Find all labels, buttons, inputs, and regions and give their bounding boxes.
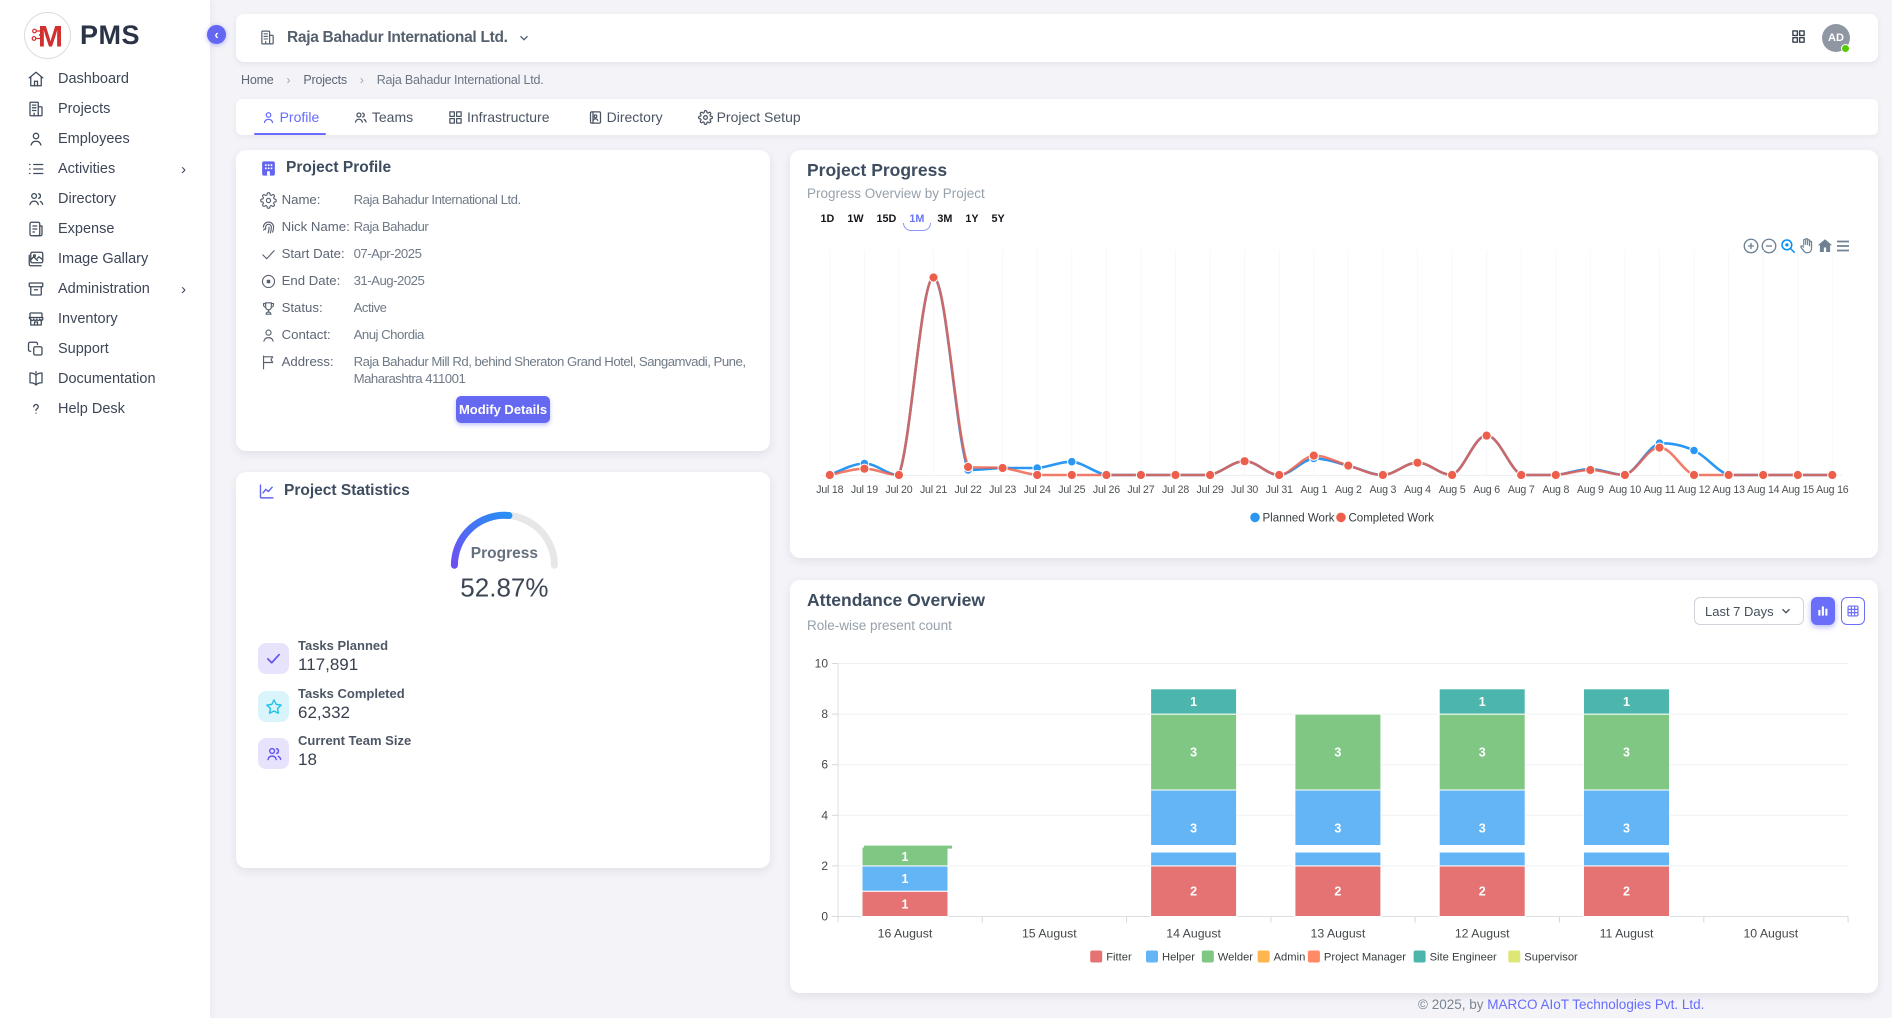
svg-text:Aug 9: Aug 9 [1577,484,1604,496]
svg-text:Jul 29: Jul 29 [1197,484,1224,496]
svg-text:3: 3 [1479,821,1486,835]
svg-text:1: 1 [1623,695,1630,709]
svg-text:2: 2 [821,859,828,873]
svg-text:3: 3 [1623,746,1630,760]
svg-text:15 August: 15 August [1022,927,1077,941]
svg-text:Jul 23: Jul 23 [989,484,1016,496]
svg-text:Planned Work: Planned Work [1263,513,1335,525]
svg-text:Aug 16: Aug 16 [1816,484,1849,496]
svg-text:Jul 27: Jul 27 [1127,484,1154,496]
svg-text:Aug 4: Aug 4 [1404,484,1431,496]
svg-text:3: 3 [1190,746,1197,760]
svg-text:3: 3 [1334,821,1341,835]
svg-text:Aug 13: Aug 13 [1712,484,1745,496]
svg-text:Project Manager: Project Manager [1324,952,1406,964]
svg-text:Supervisor: Supervisor [1524,952,1578,964]
svg-text:13 August: 13 August [1311,927,1366,941]
svg-text:Jul 26: Jul 26 [1093,484,1120,496]
svg-text:Aug 15: Aug 15 [1782,484,1815,496]
svg-text:Aug 5: Aug 5 [1439,484,1466,496]
svg-text:1: 1 [902,850,909,864]
svg-text:10 August: 10 August [1743,927,1798,941]
svg-text:Aug 12: Aug 12 [1678,484,1711,496]
svg-text:Jul 18: Jul 18 [816,484,843,496]
svg-text:M: M [38,21,63,54]
svg-text:8: 8 [821,707,828,721]
svg-text:2: 2 [1334,885,1341,899]
svg-text:Site Engineer: Site Engineer [1430,952,1497,964]
svg-text:Jul 22: Jul 22 [955,484,982,496]
svg-text:1: 1 [902,872,909,886]
svg-text:Progress: Progress [471,545,538,562]
svg-text:Jul 25: Jul 25 [1058,484,1085,496]
svg-text:0: 0 [821,910,828,924]
svg-text:Jul 31: Jul 31 [1266,484,1293,496]
svg-text:Aug 1: Aug 1 [1300,484,1327,496]
svg-text:1: 1 [1190,695,1197,709]
svg-text:10: 10 [815,657,829,671]
svg-text:Admin: Admin [1274,952,1306,964]
svg-text:Aug 8: Aug 8 [1542,484,1569,496]
svg-text:11 August: 11 August [1600,927,1654,941]
svg-text:16 August: 16 August [878,927,933,941]
svg-text:Aug 7: Aug 7 [1508,484,1535,496]
svg-text:2: 2 [1623,885,1630,899]
svg-text:1: 1 [1479,695,1486,709]
svg-text:Completed Work: Completed Work [1349,513,1435,525]
svg-text:Jul 30: Jul 30 [1231,484,1258,496]
svg-text:3: 3 [1334,746,1341,760]
svg-text:52.87%: 52.87% [460,573,548,603]
svg-text:4: 4 [821,808,828,822]
svg-text:Aug 10: Aug 10 [1609,484,1642,496]
svg-text:1: 1 [902,897,909,911]
svg-text:12 August: 12 August [1455,927,1510,941]
svg-text:Aug 11: Aug 11 [1644,484,1676,496]
svg-text:Helper: Helper [1162,952,1195,964]
svg-text:Jul 28: Jul 28 [1162,484,1189,496]
svg-text:Welder: Welder [1218,952,1254,964]
svg-text:Aug 2: Aug 2 [1335,484,1362,496]
svg-text:Jul 24: Jul 24 [1024,484,1051,496]
svg-text:Aug 6: Aug 6 [1473,484,1500,496]
svg-text:Aug 3: Aug 3 [1370,484,1397,496]
svg-text:Jul 19: Jul 19 [851,484,878,496]
svg-text:14 August: 14 August [1166,927,1221,941]
svg-text:3: 3 [1623,821,1630,835]
svg-text:Jul 20: Jul 20 [885,484,912,496]
svg-text:Fitter: Fitter [1106,952,1132,964]
svg-text:3: 3 [1190,821,1197,835]
svg-text:2: 2 [1190,885,1197,899]
svg-text:Aug 14: Aug 14 [1747,484,1780,496]
svg-text:3: 3 [1479,746,1486,760]
svg-text:6: 6 [821,758,828,772]
svg-text:2: 2 [1479,885,1486,899]
svg-text:Jul 21: Jul 21 [920,484,947,496]
